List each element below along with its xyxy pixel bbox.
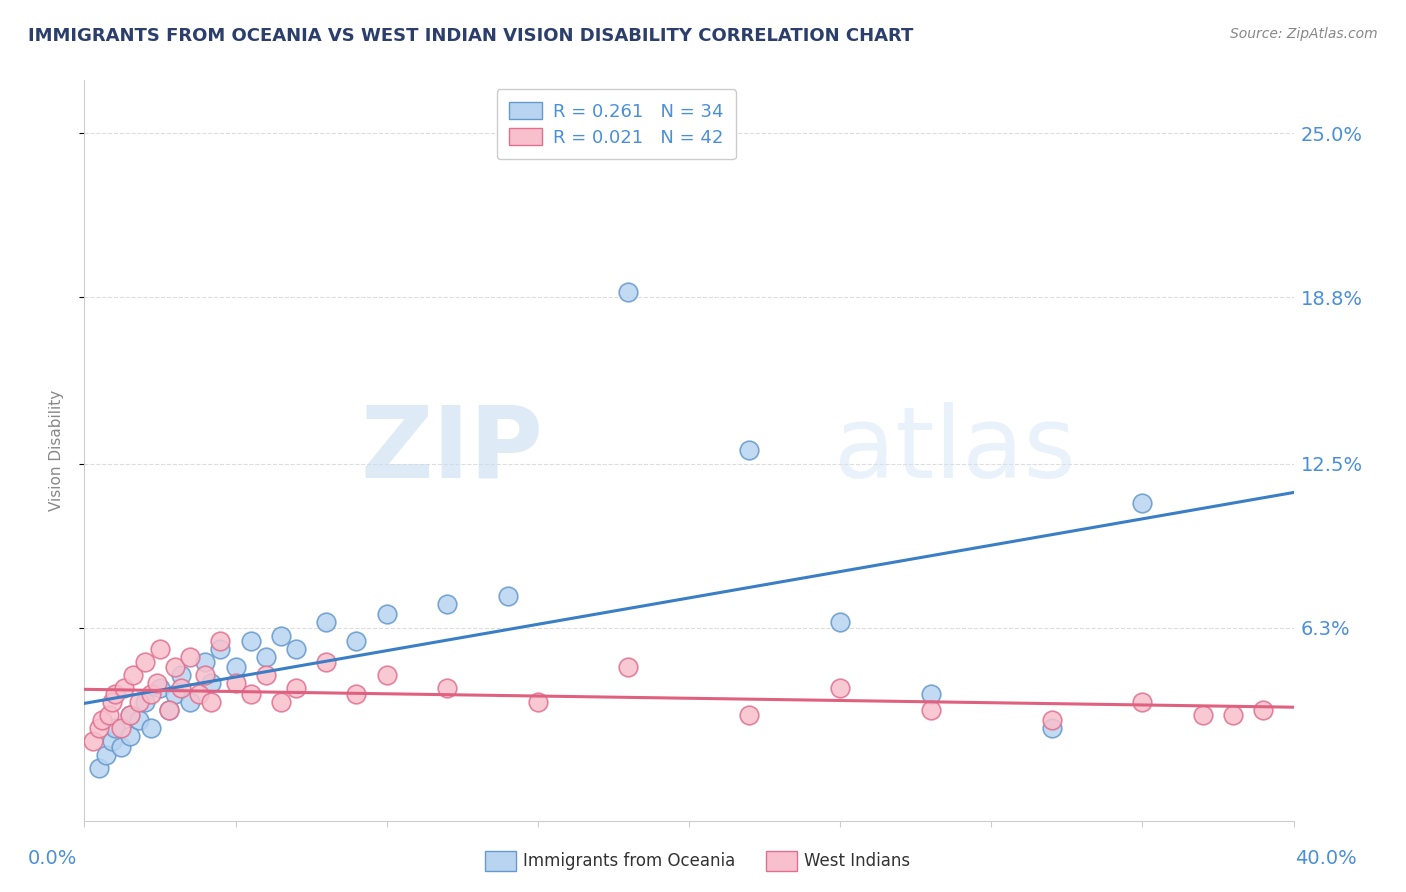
Point — [738, 443, 761, 458]
Point — [128, 695, 150, 709]
Point — [194, 668, 217, 682]
Point — [139, 721, 162, 735]
Point — [104, 687, 127, 701]
Point — [157, 703, 180, 717]
Point — [1040, 721, 1063, 735]
Point — [527, 695, 550, 709]
Point — [179, 695, 201, 709]
Text: 0.0%: 0.0% — [28, 848, 77, 868]
Point — [436, 681, 458, 696]
Point — [830, 681, 852, 696]
Point — [270, 629, 292, 643]
Point — [1222, 707, 1244, 722]
Point — [496, 589, 519, 603]
Point — [254, 649, 277, 664]
Point — [128, 713, 150, 727]
Point — [254, 668, 277, 682]
Point — [118, 729, 141, 743]
Point — [285, 681, 308, 696]
Point — [100, 734, 122, 748]
Point — [91, 713, 114, 727]
Point — [270, 695, 292, 709]
Point — [165, 660, 187, 674]
Point — [188, 687, 211, 701]
Point — [738, 707, 761, 722]
Text: ZIP: ZIP — [361, 402, 544, 499]
Text: atlas: atlas — [834, 402, 1076, 499]
Point — [146, 676, 169, 690]
Point — [134, 695, 156, 709]
Point — [200, 676, 222, 690]
Text: 40.0%: 40.0% — [1295, 848, 1357, 868]
Point — [209, 633, 232, 648]
Point — [436, 597, 458, 611]
Point — [110, 739, 132, 754]
Point — [346, 687, 368, 701]
Text: Immigrants from Oceania: Immigrants from Oceania — [523, 852, 735, 870]
Point — [157, 703, 180, 717]
Point — [225, 660, 247, 674]
Point — [200, 695, 222, 709]
Point — [239, 687, 262, 701]
Point — [375, 607, 398, 622]
Point — [134, 655, 156, 669]
Point — [1253, 703, 1275, 717]
Point — [1130, 496, 1153, 510]
Point — [149, 681, 172, 696]
Text: IMMIGRANTS FROM OCEANIA VS WEST INDIAN VISION DISABILITY CORRELATION CHART: IMMIGRANTS FROM OCEANIA VS WEST INDIAN V… — [28, 27, 914, 45]
Point — [285, 641, 308, 656]
Point — [170, 681, 193, 696]
Point — [89, 761, 111, 775]
Point — [617, 285, 640, 299]
Point — [315, 615, 337, 630]
Point — [179, 649, 201, 664]
Point — [118, 707, 141, 722]
Point — [165, 687, 187, 701]
Y-axis label: Vision Disability: Vision Disability — [49, 390, 63, 511]
Point — [170, 668, 193, 682]
Point — [617, 660, 640, 674]
Point — [100, 695, 122, 709]
Point — [225, 676, 247, 690]
Point — [139, 687, 162, 701]
Point — [89, 721, 111, 735]
Point — [94, 747, 117, 762]
Point — [118, 707, 141, 722]
Point — [920, 687, 942, 701]
Point — [315, 655, 337, 669]
Point — [112, 681, 135, 696]
Point — [1130, 695, 1153, 709]
Point — [194, 655, 217, 669]
Point — [920, 703, 942, 717]
Point — [82, 734, 104, 748]
Point — [1040, 713, 1063, 727]
Point — [1192, 707, 1215, 722]
Point — [97, 707, 120, 722]
Point — [375, 668, 398, 682]
Point — [104, 721, 127, 735]
Text: Source: ZipAtlas.com: Source: ZipAtlas.com — [1230, 27, 1378, 41]
Point — [209, 641, 232, 656]
Point — [239, 633, 262, 648]
Point — [121, 668, 143, 682]
Point — [346, 633, 368, 648]
Legend: R = 0.261   N = 34, R = 0.021   N = 42: R = 0.261 N = 34, R = 0.021 N = 42 — [496, 89, 735, 160]
Point — [110, 721, 132, 735]
Point — [830, 615, 852, 630]
Point — [149, 641, 172, 656]
Text: West Indians: West Indians — [804, 852, 910, 870]
